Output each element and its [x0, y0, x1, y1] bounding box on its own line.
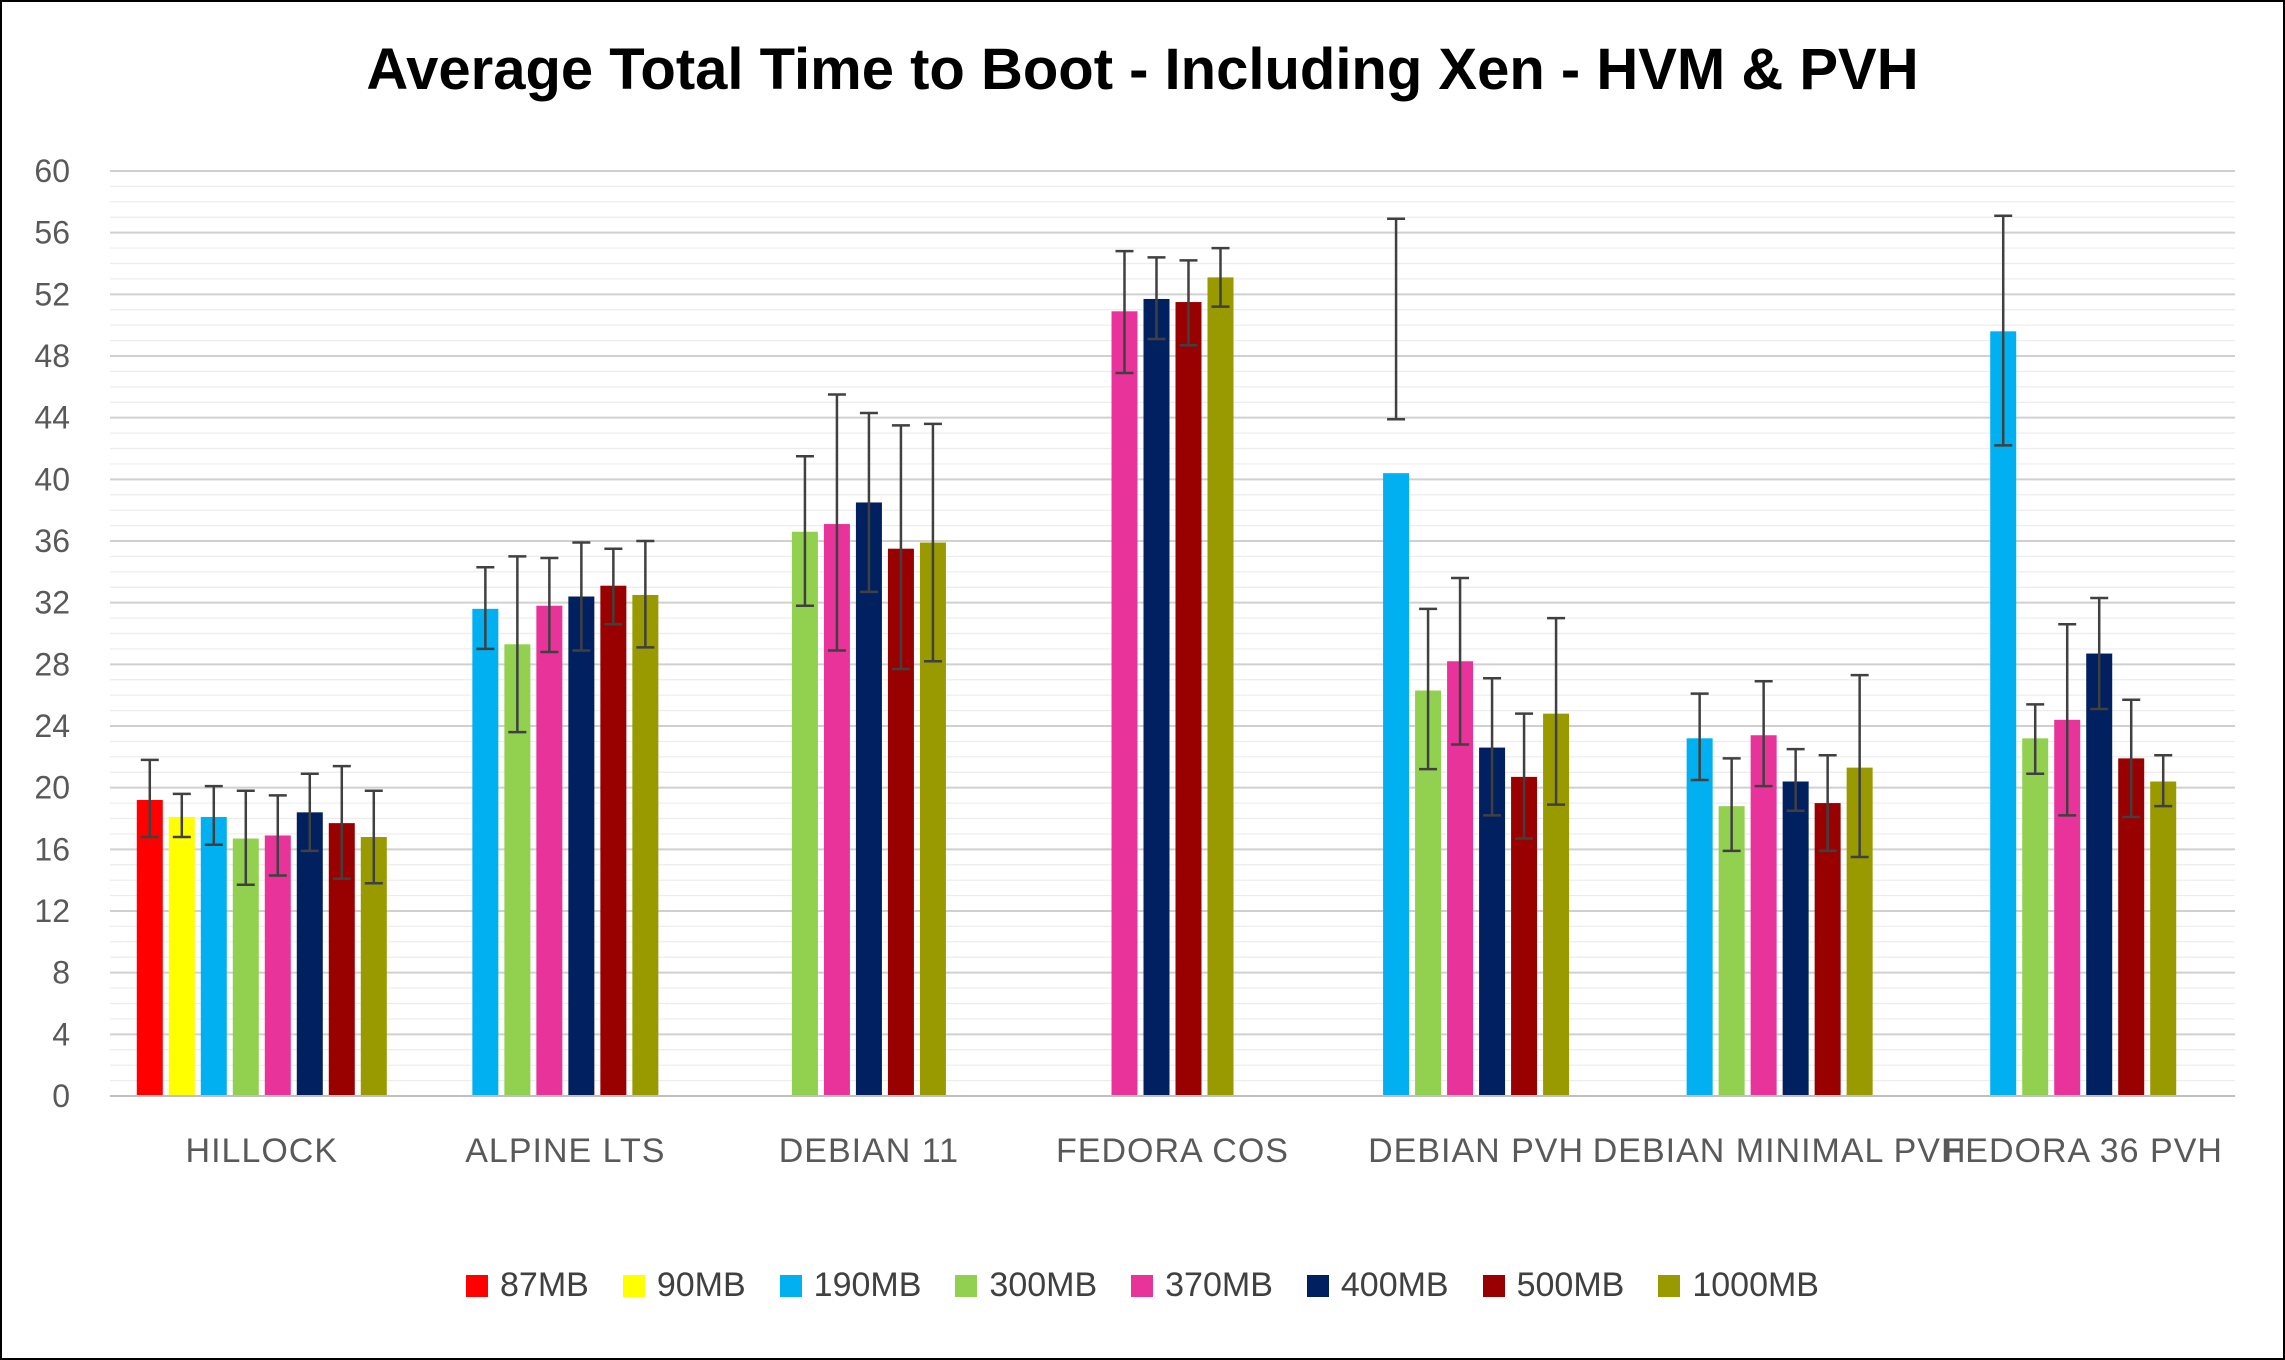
legend-label: 370MB	[1165, 1266, 1273, 1304]
legend-label: 87MB	[500, 1266, 589, 1304]
bar-400mb	[1782, 781, 1809, 1096]
bar-370mb	[1750, 735, 1777, 1096]
bar-370mb	[536, 605, 563, 1096]
chart-title: Average Total Time to Boot - Including X…	[366, 37, 1919, 102]
bar-1000mb	[632, 594, 659, 1096]
y-tick-label: 56	[34, 215, 70, 251]
bar-500mb	[600, 585, 627, 1096]
bar-370mb	[264, 835, 291, 1096]
legend-swatch	[466, 1274, 489, 1297]
y-tick-label: 28	[34, 646, 70, 682]
bar-87mb	[136, 800, 163, 1096]
bar-500mb	[1175, 302, 1202, 1097]
x-tick-label: HILLOCK	[186, 1132, 339, 1170]
legend-swatch	[622, 1274, 645, 1297]
y-tick-label: 44	[34, 400, 70, 436]
x-tick-label: DEBIAN PVH	[1368, 1132, 1584, 1170]
bar-190mb	[200, 816, 227, 1096]
legend-label: 190MB	[813, 1266, 922, 1304]
x-tick-label: FEDORA 36 PVH	[1944, 1132, 2223, 1170]
bar-400mb	[2086, 653, 2113, 1096]
legend-label: 300MB	[989, 1266, 1098, 1304]
legend-item: 370MB	[1131, 1266, 1273, 1305]
y-tick-label: 4	[52, 1016, 70, 1052]
legend-item: 190MB	[779, 1266, 922, 1305]
legend-item: 1000MB	[1658, 1266, 1819, 1305]
bar-1000mb	[1207, 277, 1234, 1096]
bar-190mb	[1686, 738, 1713, 1096]
legend-swatch	[1306, 1274, 1329, 1297]
bar-400mb	[296, 812, 323, 1096]
x-tick-label: DEBIAN 11	[779, 1132, 959, 1170]
y-tick-label: 24	[34, 708, 70, 744]
y-tick-label: 20	[34, 770, 70, 806]
legend-item: 87MB	[466, 1266, 589, 1305]
bar-400mb	[1143, 298, 1170, 1096]
legend-swatch	[1482, 1274, 1505, 1297]
x-tick-label: DEBIAN MINIMAL PVH	[1593, 1132, 1967, 1170]
legend-label: 90MB	[656, 1266, 746, 1304]
y-tick-label: 0	[52, 1078, 70, 1114]
bar-370mb	[1111, 311, 1138, 1097]
x-tick-label: FEDORA COS	[1056, 1132, 1289, 1170]
bar-1000mb	[2150, 781, 2177, 1096]
bar-190mb	[472, 608, 499, 1096]
bar-90mb	[168, 816, 195, 1096]
bar-300mb	[2022, 738, 2049, 1096]
legend-swatch	[955, 1274, 978, 1297]
legend-item: 500MB	[1482, 1266, 1625, 1305]
y-tick-label: 40	[34, 461, 70, 497]
y-tick-label: 12	[34, 893, 70, 929]
y-tick-label: 60	[34, 153, 70, 189]
legend-item: 400MB	[1306, 1266, 1449, 1305]
legend-label: 500MB	[1516, 1266, 1625, 1304]
legend-item: 300MB	[955, 1266, 1097, 1305]
legend-label: 1000MB	[1692, 1266, 1819, 1304]
bar-190mb	[1383, 473, 1410, 1097]
bar-400mb	[568, 596, 595, 1096]
legend-swatch	[1131, 1274, 1154, 1297]
y-tick-label: 32	[34, 585, 70, 621]
y-tick-label: 16	[34, 831, 70, 867]
y-tick-label: 8	[52, 955, 70, 991]
legend-item: 90MB	[622, 1266, 746, 1305]
y-tick-label: 52	[34, 276, 70, 312]
bar-300mb	[791, 531, 818, 1096]
legend-swatch	[1658, 1274, 1681, 1297]
x-tick-label: ALPINE LTS	[465, 1132, 665, 1170]
bar-190mb	[1990, 331, 2017, 1096]
legend-label: 400MB	[1340, 1266, 1449, 1304]
y-tick-label: 48	[34, 338, 70, 374]
y-tick-label: 36	[34, 523, 70, 559]
bar-300mb	[1718, 806, 1745, 1096]
legend-swatch	[779, 1274, 802, 1297]
chart-legend: 87MB 90MB 190MB 300MB 370MB 400MB 500MB 1000MB	[0, 1266, 2285, 1305]
bar-400mb	[855, 502, 882, 1096]
